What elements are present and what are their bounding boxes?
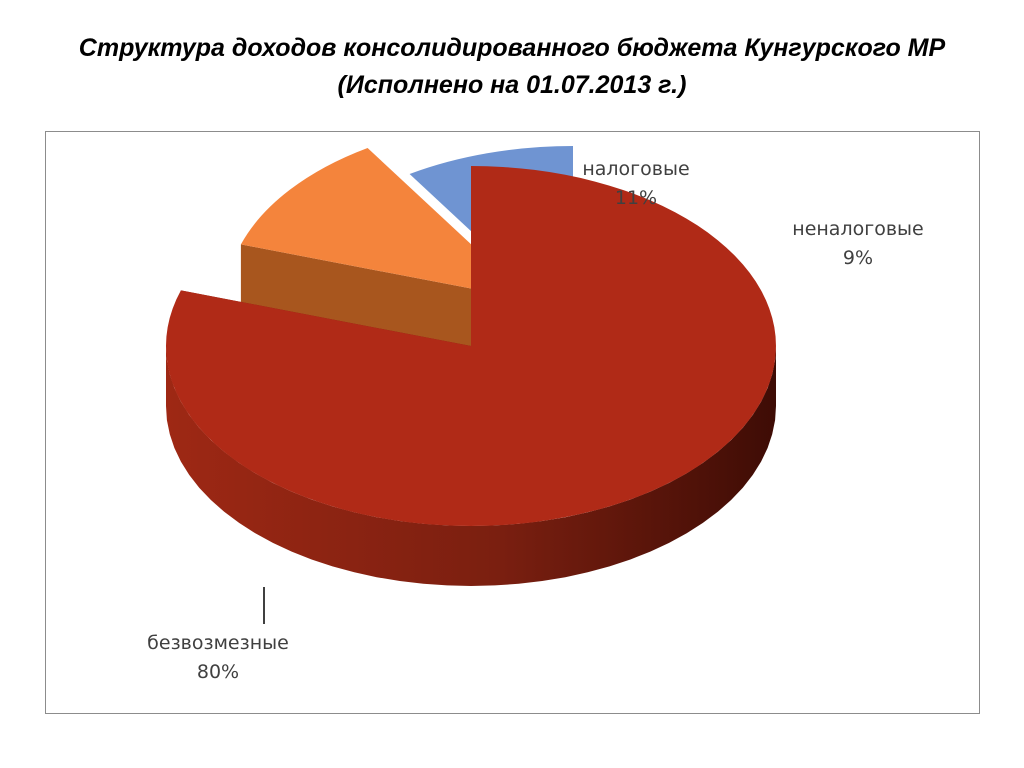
data-label-category-2: неналоговые (792, 218, 923, 240)
pie-slice-0 (165, 166, 776, 586)
data-label-percent-2: 9% (843, 247, 873, 269)
data-label-category-0: безвозмезные (147, 632, 289, 654)
chart-title-line2: (Исполнено на 01.07.2013 г.) (337, 71, 687, 99)
data-label-category-1: налоговые (582, 158, 689, 180)
data-label-percent-1: 11% (615, 187, 657, 209)
chart-title: Структура доходов консолидированного бюд… (0, 30, 1024, 104)
pie-slice-top-1 (240, 148, 531, 300)
pie-slice-cut-1 (240, 244, 531, 360)
pie-slice-side-0 (166, 346, 776, 586)
pie-chart: безвозмезные 80% налоговые 11% неналоговые 9% (147, 146, 924, 683)
chart-area: безвозмезные 80% налоговые 11% неналоговые 9% (45, 131, 980, 714)
pie-slice-1 (240, 148, 531, 360)
chart-title-line1: Структура доходов консолидированного бюд… (78, 34, 946, 62)
data-label-percent-0: 80% (197, 661, 239, 683)
pie-slice-top-0 (165, 166, 776, 526)
